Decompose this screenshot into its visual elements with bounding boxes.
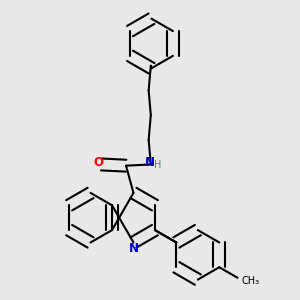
Text: CH₃: CH₃ (242, 276, 260, 286)
Text: O: O (94, 156, 103, 169)
Text: H: H (154, 160, 162, 170)
Text: N: N (128, 242, 139, 255)
Text: N: N (145, 156, 155, 169)
